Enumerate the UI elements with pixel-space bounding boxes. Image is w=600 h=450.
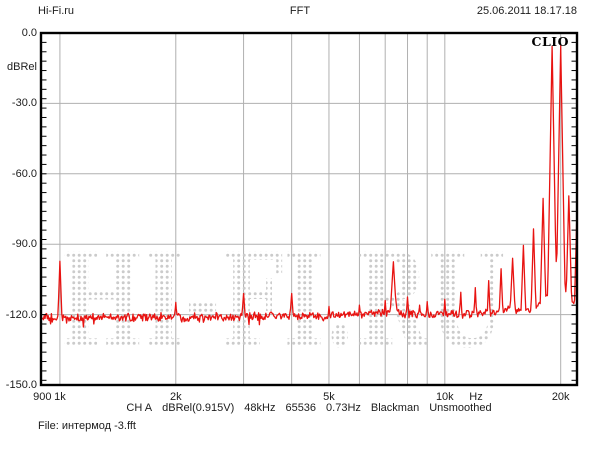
x-tick-label: 20k [551, 391, 570, 403]
x-tick-label: 2k [169, 391, 182, 403]
status-item: CH A [126, 402, 153, 414]
y-tick-label: -60.0 [11, 167, 37, 180]
status-item: dBRel(0.915V) [162, 402, 235, 414]
datetime-label: 25.06.2011 18.17.18 [476, 5, 577, 17]
site-label: Hi-Fi.ru [38, 5, 75, 17]
fft-trace [40, 45, 578, 328]
y-tick-label: 0.0 [21, 27, 37, 39]
status-item: 0.73Hz [326, 402, 361, 414]
status-item: 65536 [285, 402, 317, 414]
status-item: Blackman [370, 402, 420, 414]
y-tick-label: -90.0 [11, 238, 37, 251]
x-tick-label: 5k [323, 391, 335, 403]
watermark-text: HI-FI.RU [60, 224, 505, 377]
y-axis-unit-label: dBRel [7, 61, 37, 73]
status-item: Unsmoothed [429, 402, 492, 414]
y-tick-label: -30.0 [11, 97, 37, 110]
x-tick-label: 900 [33, 391, 52, 403]
plot-border [39, 31, 579, 387]
file-label: File: интермод -3.fft [38, 420, 136, 432]
x-tick-label: 10k [435, 391, 454, 403]
clio-logo: CLIO [531, 34, 569, 49]
status-item: 48kHz [244, 402, 276, 414]
page-title: FFT [289, 5, 311, 17]
y-tick-label: -120.0 [5, 308, 37, 321]
measurement-settings: CH A dBRel(0.915V) 48kHz 65536 0.73Hz Blackma… [41, 402, 577, 414]
x-tick-label: 1k [54, 391, 66, 403]
x-tick-label: Hz [469, 391, 483, 403]
y-tick-label: -150.0 [5, 379, 37, 391]
